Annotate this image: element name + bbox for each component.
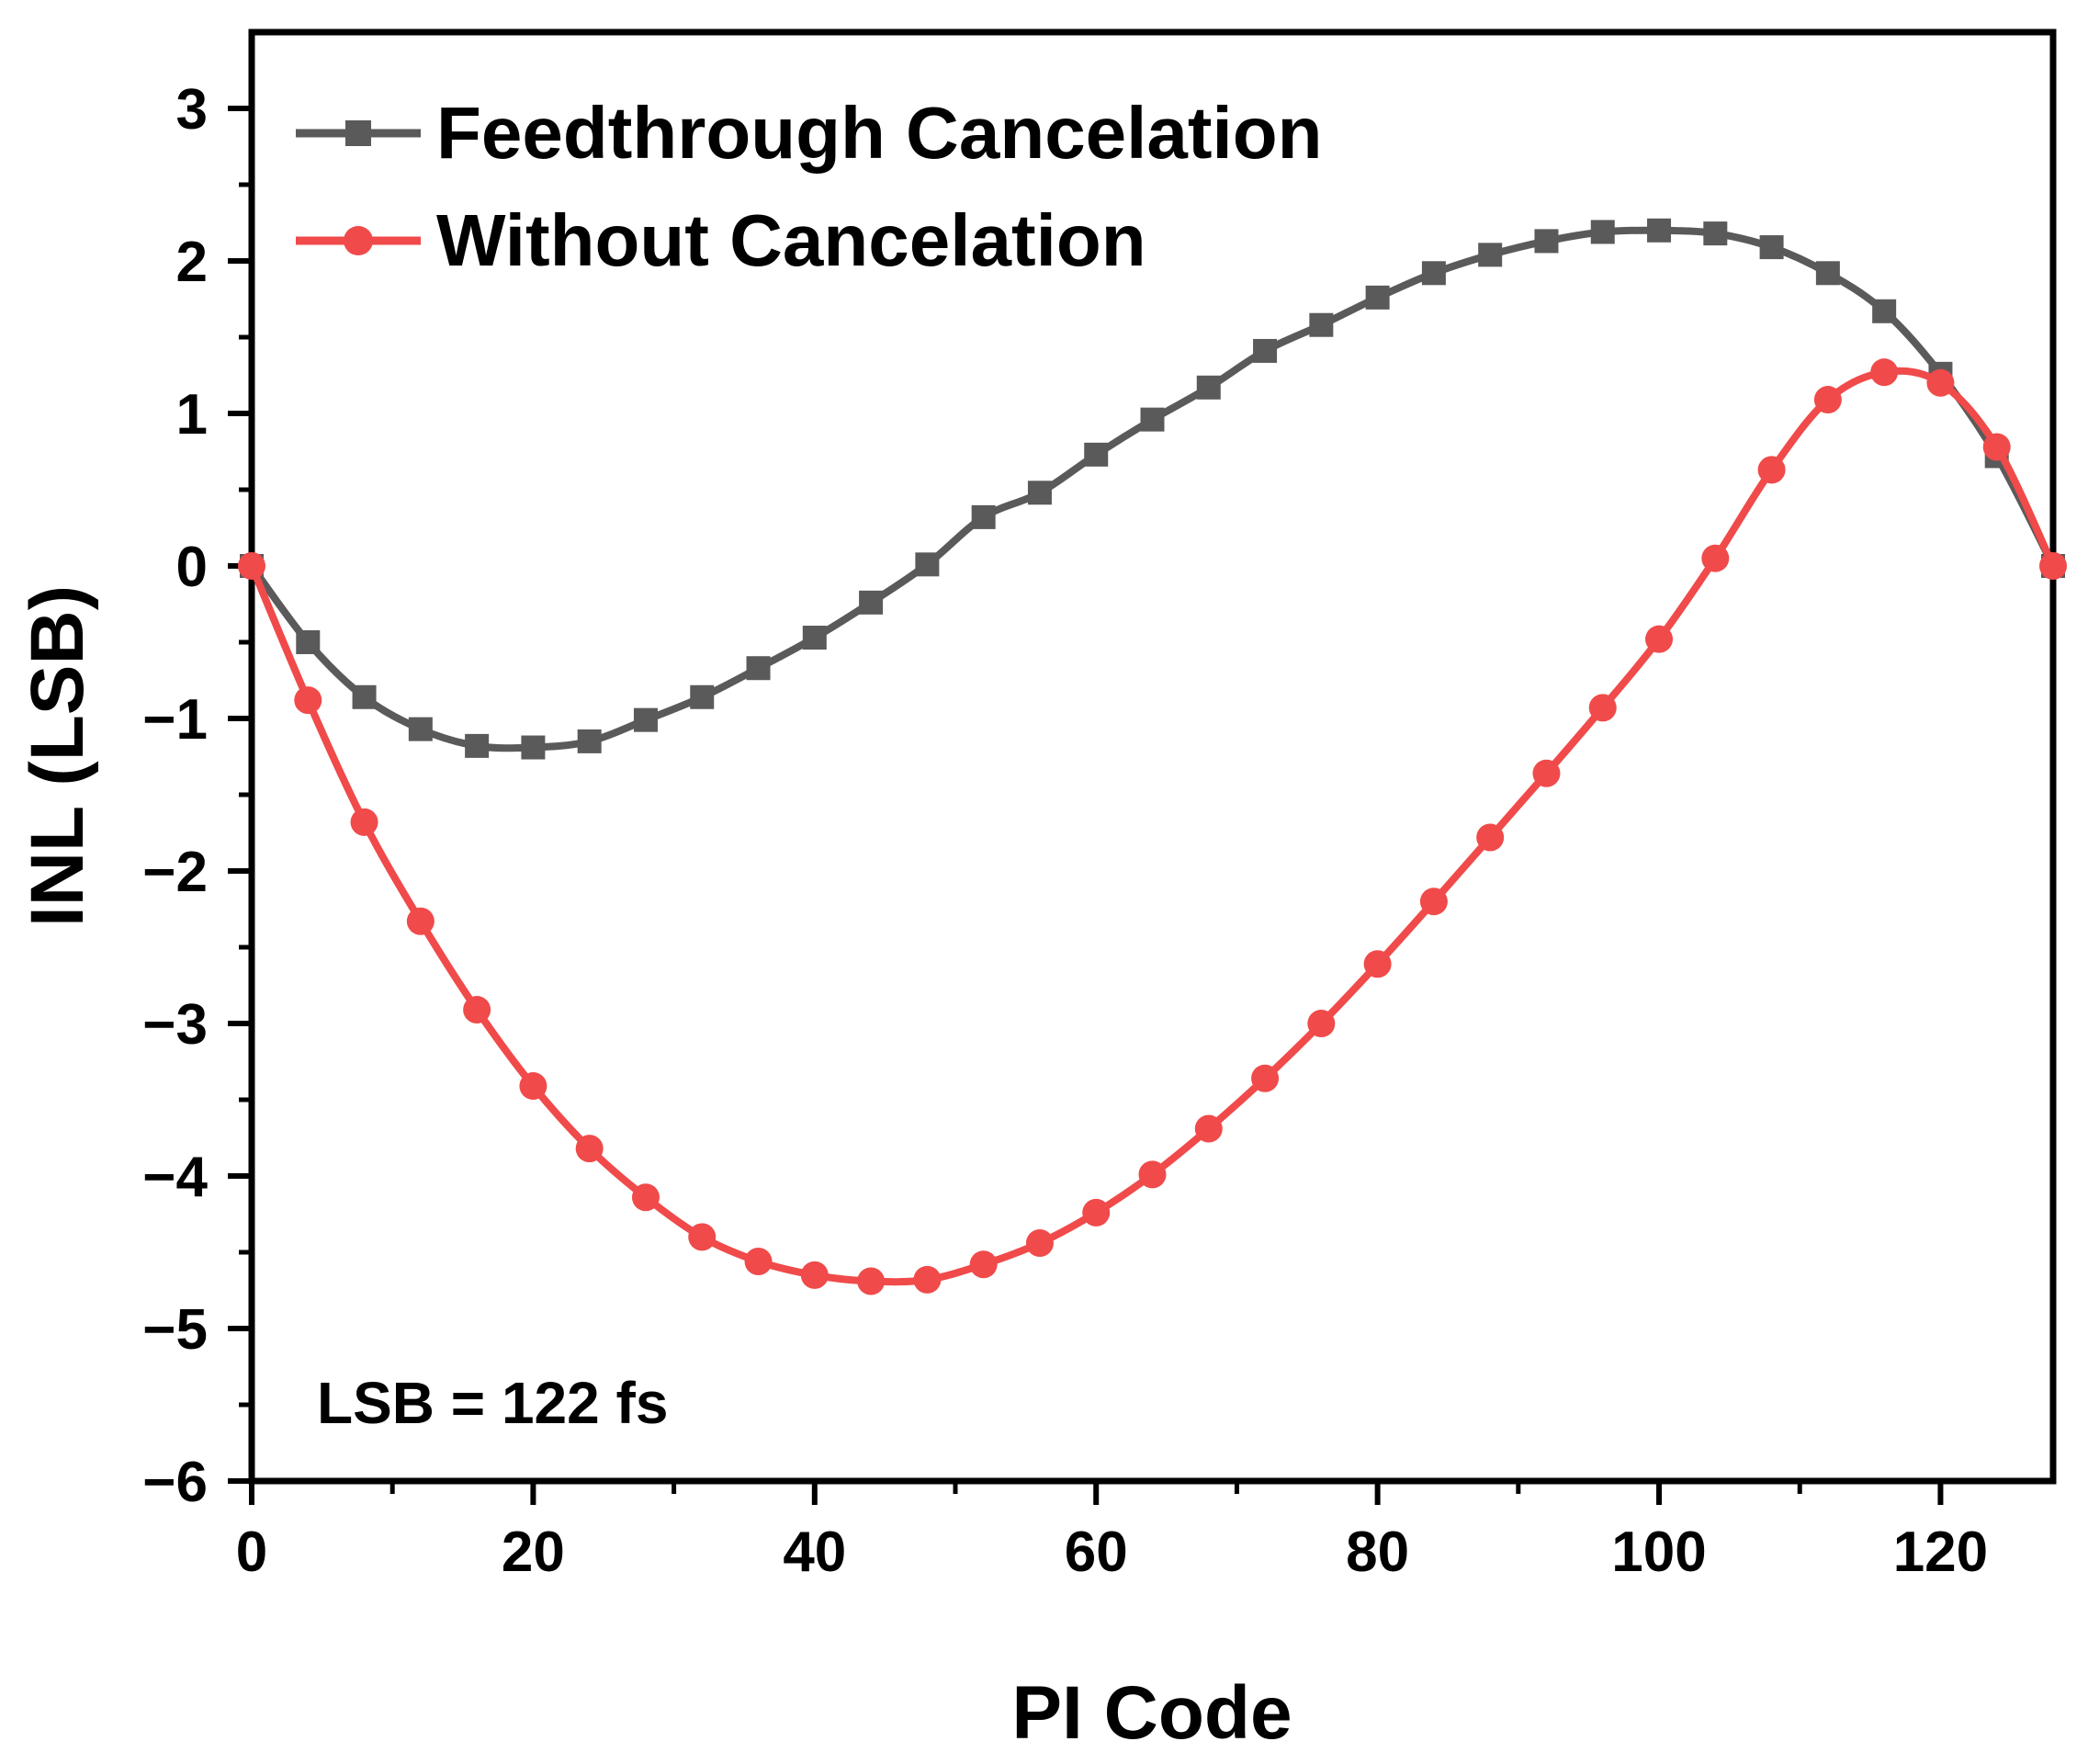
data-point-square <box>1815 261 1840 286</box>
series-feedthrough-cancelation <box>240 218 2065 760</box>
data-point-circle <box>238 552 265 580</box>
legend: Feedthrough Cancelation Without Cancelati… <box>296 92 1323 281</box>
x-tick-label: 40 <box>783 1521 846 1584</box>
legend-entry: Without Cancelation <box>296 199 1146 281</box>
data-point-square <box>1253 338 1278 363</box>
data-point-square <box>1027 481 1052 505</box>
data-point-circle <box>1082 1198 1111 1227</box>
data-point-circle <box>969 1250 998 1279</box>
series-without-cancelation <box>238 358 2067 1295</box>
data-point-circle <box>1025 1229 1054 1258</box>
data-point-square <box>915 552 940 577</box>
data-point-circle <box>688 1223 717 1251</box>
y-tick-label: 3 <box>176 78 208 141</box>
x-tick-label: 60 <box>1065 1521 1128 1584</box>
series-layer <box>238 218 2067 1295</box>
data-point-circle <box>1194 1114 1223 1143</box>
data-point-circle <box>575 1135 604 1163</box>
y-axis-label: INL (LSB) <box>16 585 99 927</box>
data-point-circle <box>800 1261 829 1289</box>
data-point-square <box>1196 375 1221 400</box>
data-point-square <box>1084 442 1109 467</box>
series-line <box>248 367 2057 1286</box>
data-point-circle <box>1757 456 1786 484</box>
data-point-circle <box>1926 368 1955 397</box>
y-tick-label: −5 <box>142 1298 208 1362</box>
data-point-square <box>690 684 715 709</box>
data-point-circle <box>1419 888 1448 916</box>
data-point-circle <box>350 808 378 836</box>
data-point-square <box>633 707 658 732</box>
data-point-square <box>971 504 996 529</box>
data-point-circle <box>1251 1064 1280 1092</box>
data-point-circle <box>1532 759 1561 787</box>
data-point-circle <box>2039 552 2067 580</box>
legend-label: Feedthrough Cancelation <box>436 92 1323 174</box>
x-tick-label: 120 <box>1893 1521 1988 1584</box>
x-tick-label: 100 <box>1611 1521 1706 1584</box>
x-axis-label: PI Code <box>1011 1671 1292 1755</box>
data-point-circle <box>1476 823 1505 852</box>
y-tick-label: −6 <box>142 1451 208 1514</box>
data-point-circle <box>1363 950 1392 978</box>
data-point-circle <box>744 1247 773 1275</box>
y-tick-label: −4 <box>142 1146 208 1209</box>
legend-marker-circle <box>344 226 373 255</box>
data-point-circle <box>519 1072 547 1101</box>
plot-frame <box>248 28 2057 1485</box>
x-tick-label: 0 <box>236 1521 267 1584</box>
legend-label: Without Cancelation <box>436 199 1146 281</box>
data-point-square <box>1478 243 1503 267</box>
x-tick-label: 20 <box>502 1521 565 1584</box>
y-tick-label: −1 <box>142 688 208 752</box>
data-point-circle <box>1813 386 1842 414</box>
data-point-square <box>521 735 546 760</box>
data-point-square <box>465 733 490 758</box>
y-tick-label: −3 <box>142 993 208 1057</box>
series-line <box>248 226 2057 752</box>
data-point-square <box>1421 261 1446 286</box>
y-tick-label: 2 <box>176 231 208 294</box>
data-point-square <box>352 684 377 709</box>
legend-entry: Feedthrough Cancelation <box>296 92 1323 174</box>
data-point-square <box>859 590 884 615</box>
data-point-square <box>1140 407 1165 432</box>
data-point-square <box>1365 285 1390 310</box>
data-point-circle <box>913 1265 942 1294</box>
data-point-square <box>1647 218 1672 243</box>
data-point-circle <box>857 1267 886 1295</box>
data-point-circle <box>1307 1010 1336 1037</box>
data-point-square <box>1590 220 1615 244</box>
axis-ticks: 0 20 40 60 80 100 120 −6 −5 −4 −3 −2 −1 0 1 2 3 <box>142 78 1988 1584</box>
y-tick-label: 1 <box>176 383 208 447</box>
data-point-square <box>1759 235 1784 260</box>
data-point-circle <box>294 686 322 715</box>
data-point-circle <box>463 996 491 1024</box>
data-point-square <box>408 717 433 741</box>
data-point-circle <box>1701 544 1730 572</box>
legend-marker-square <box>345 120 371 146</box>
y-tick-label: 0 <box>176 536 208 599</box>
data-point-square <box>1309 312 1334 337</box>
data-point-circle <box>1870 358 1899 387</box>
data-point-square <box>1534 229 1559 254</box>
data-point-circle <box>1588 694 1617 722</box>
data-point-square <box>296 630 321 654</box>
data-point-circle <box>631 1183 660 1212</box>
data-point-square <box>1703 221 1728 246</box>
data-point-circle <box>1138 1160 1167 1189</box>
y-tick-label: −2 <box>142 841 208 904</box>
data-point-square <box>746 656 771 681</box>
data-point-square <box>802 626 827 650</box>
data-point-square <box>1872 299 1897 323</box>
data-point-circle <box>406 907 435 935</box>
data-point-circle <box>1645 625 1674 653</box>
x-tick-label: 80 <box>1346 1521 1409 1584</box>
data-point-circle <box>1982 433 2011 461</box>
lsb-annotation: LSB = 122 fs <box>317 1370 668 1436</box>
data-point-square <box>577 729 602 753</box>
